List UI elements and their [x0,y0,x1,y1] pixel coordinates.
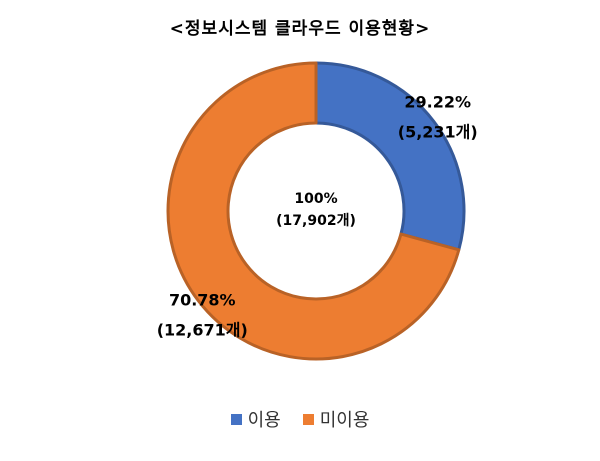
legend-item-unused: 미이용 [302,406,370,432]
legend-label-used: 이용 [247,410,281,431]
legend-swatch-unused [302,413,314,425]
chart-title: <정보시스템 클라우드 이용현황> [169,19,431,39]
legend-label-unused: 미이용 [319,410,370,431]
donut-chart: 29.22% (5,231개) 70.78% (12,671개) 100% (17,9… [157,61,478,361]
slice-count-label-0: (5,231개) [398,122,478,141]
slices-group [166,61,466,361]
legend-item-used: 이용 [230,406,281,432]
center-count-label: (17,902개) [276,213,356,229]
legend: 이용 미이용 [0,406,600,432]
labels-group: 29.22% (5,231개) 70.78% (12,671개) [157,92,478,339]
donut-slice-1 [166,61,461,361]
slice-count-label-1: (12,671개) [157,321,248,340]
slice-percent-label-1: 70.78% [169,291,236,310]
legend-swatch-used [230,413,242,425]
donut-slice-0 [314,61,466,252]
center-percent-label: 100% [294,191,337,207]
slice-percent-label-0: 29.22% [404,92,471,111]
